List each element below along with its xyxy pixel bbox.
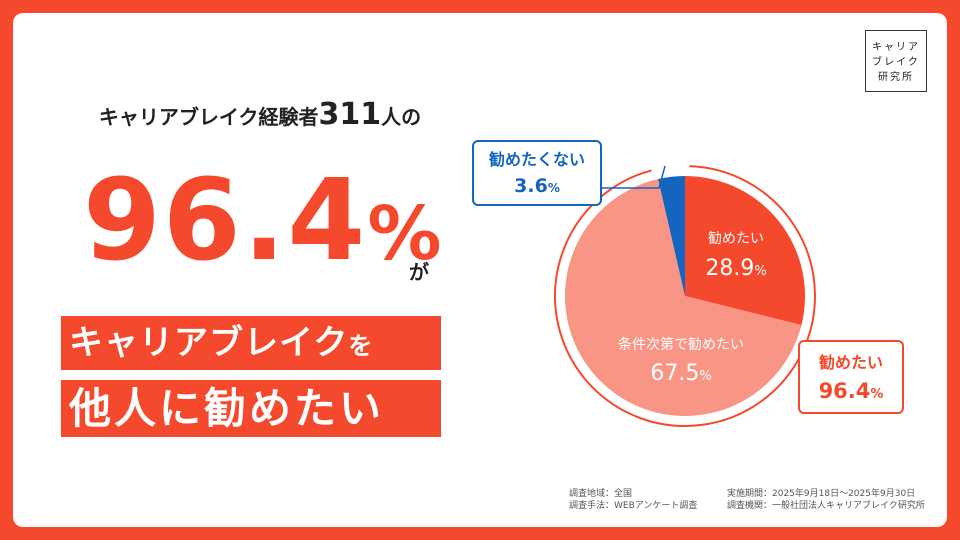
logo-line-2: ブレイク: [872, 57, 920, 68]
logo-line-3: 研究所: [878, 72, 914, 83]
slice-recommend-value: 28.9%: [705, 256, 766, 281]
pie-slice-recommend: [685, 176, 805, 326]
big-unit: %: [367, 191, 444, 277]
footer-org: 調査機関：一般社団法人キャリアブレイク研究所: [727, 501, 925, 511]
particle-ga: が: [409, 260, 429, 284]
slice-conditional-number: 67.5: [650, 361, 699, 386]
footer-left: 調査地域：全国 調査手法：WEBアンケート調査: [569, 488, 697, 512]
footer-area: 調査地域：全国: [569, 489, 633, 499]
headline-count: 311: [318, 97, 382, 132]
slice-conditional-label: 条件次第で勧めたい: [618, 336, 744, 353]
content-card: キャリア ブレイク 研究所 キャリアブレイク経験者311人の 96.4% が キ…: [13, 13, 947, 527]
banner-line-1: キャリアブレイクを: [61, 316, 441, 370]
callout-leader-line: [601, 165, 666, 189]
pie-slices: [565, 176, 805, 417]
slice-recommend-label: 勧めたい: [708, 230, 764, 247]
slice-conditional-value: 67.5%: [650, 361, 711, 386]
banner-line-2: 他人に勧めたい: [61, 380, 441, 437]
callout-not-recommend-value: 3.6%: [514, 175, 560, 197]
banner-line-1-particle: を: [348, 332, 374, 360]
callout-not-recommend-unit: %: [548, 181, 560, 195]
footer-method: 調査手法：WEBアンケート調査: [569, 501, 698, 511]
footer-period: 実施期間：2025年9月18日〜2025年9月30日: [727, 489, 916, 499]
slice-recommend-number: 28.9: [705, 256, 754, 281]
callout-recommend-total-number: 96.4: [819, 379, 871, 403]
outer-ring: [554, 165, 816, 427]
logo: キャリア ブレイク 研究所: [865, 30, 927, 92]
banner-line-1-main: キャリアブレイク: [69, 323, 349, 363]
callout-not-recommend-box: [472, 140, 602, 206]
big-value: 96.4: [83, 156, 368, 286]
callout-not-recommend-number: 3.6: [514, 175, 548, 197]
headline: キャリアブレイク経験者311人の: [80, 97, 440, 132]
slice-conditional-unit: %: [699, 369, 711, 384]
big-percentage: 96.4%: [83, 156, 444, 286]
footer-right: 実施期間：2025年9月18日〜2025年9月30日 調査機関：一般社団法人キャ…: [727, 488, 925, 512]
pie-chart: 勧めたくない 3.6% 勧めたい 28.9% 条件次第で勧めたい 67.5% 勧…: [472, 140, 904, 427]
callout-recommend-total-box: [798, 340, 904, 414]
callout-recommend-total-value: 96.4%: [819, 379, 884, 403]
pie-slice-not-recommend: [658, 176, 685, 296]
callout-not-recommend-label: 勧めたくない: [489, 150, 585, 169]
callout-recommend-total-unit: %: [870, 387, 883, 402]
slice-recommend-unit: %: [754, 264, 766, 279]
headline-suffix: 人の: [381, 105, 422, 129]
headline-prefix: キャリアブレイク経験者: [98, 105, 319, 129]
callout-recommend-total-label: 勧めたい: [819, 353, 883, 372]
logo-line-1: キャリア: [872, 42, 920, 53]
pie-slice-conditional: [565, 179, 802, 417]
